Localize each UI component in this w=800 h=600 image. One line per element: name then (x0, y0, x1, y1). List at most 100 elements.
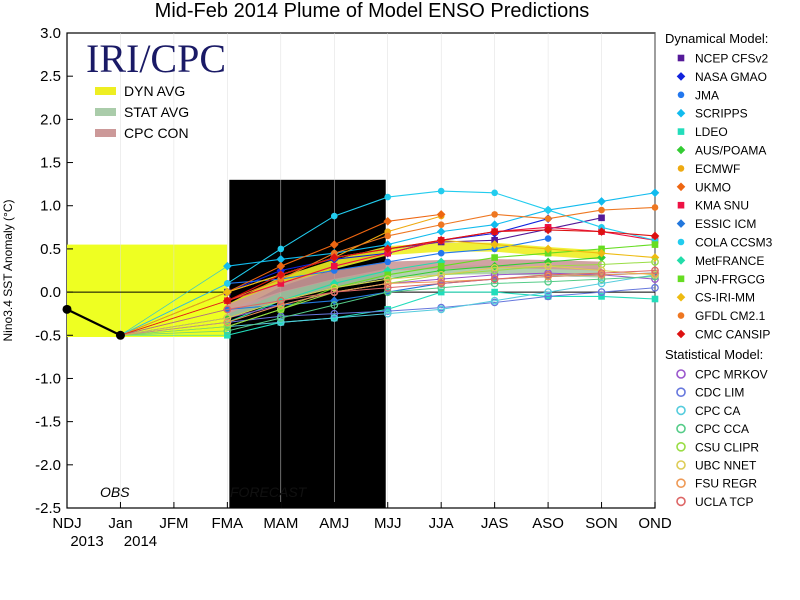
legend-label: ESSIC ICM (695, 217, 756, 231)
data-point-cs-iri-mm (223, 287, 232, 297)
data-point-ldeo (491, 288, 498, 296)
legend-label: UCLA TCP (695, 495, 753, 509)
series-link-ubc-nnet (120, 317, 228, 336)
data-point-ubc-nnet (597, 266, 606, 275)
legend-label: ECMWF (695, 162, 740, 176)
legend-swatch-essic-icm (676, 219, 686, 228)
data-point-jma (384, 258, 392, 266)
legend-swatch-ucla-tcp (676, 496, 686, 507)
data-point-csu-clipr (223, 322, 232, 331)
legend-swatch-gfdl-cm2-1 (677, 312, 685, 319)
legend-swatch-ecmwf (677, 165, 685, 172)
data-point-cmc-cansip (223, 296, 232, 306)
obs-label: OBS (100, 484, 130, 500)
data-point-scripps (650, 188, 660, 198)
series-line-stat-avg (225, 265, 602, 318)
x-tick-label: MJJ (374, 515, 402, 532)
data-point-ubc-nnet (223, 314, 232, 322)
legend-label: CPC CCA (695, 422, 749, 436)
data-point-jpn-frgcg (651, 241, 659, 248)
legend-label: JMA (695, 88, 719, 102)
data-point-cs-iri-mm (490, 240, 499, 249)
data-point-cola-ccsm3 (491, 189, 498, 197)
data-point-ubc-nnet (330, 283, 339, 292)
series-line-fsu-regr (227, 272, 656, 323)
legend-label: CMC CANSIP (695, 328, 770, 342)
legend-label: CSU CLIPR (695, 440, 759, 454)
data-point-ucla-tcp (651, 266, 659, 275)
data-point-cpc-ca (597, 279, 606, 288)
series-line-cpc-con (225, 259, 602, 314)
x-tick-label: Jan (108, 515, 132, 532)
data-point-scripps (223, 261, 232, 271)
data-point-ucla-tcp (330, 288, 339, 296)
data-point-ukmo (276, 261, 286, 271)
data-point-cpc-cca (383, 288, 392, 296)
data-point-fsu-regr (276, 301, 285, 309)
legend-swatch-ukmo (676, 182, 686, 192)
data-point-jpn-frgcg (544, 249, 552, 257)
data-point-gfdl-cm2-1 (598, 206, 605, 214)
data-point-cola-ccsm3 (277, 245, 285, 253)
data-point-ucla-tcp (544, 270, 552, 279)
data-point-cmc-cansip (276, 270, 286, 280)
x-tick-label: JJA (429, 515, 454, 532)
data-point-cdc-lim (330, 309, 339, 318)
legend-label: MetFRANCE (695, 254, 764, 268)
legend-swatch-cola-ccsm3 (677, 238, 685, 246)
series-link-ucla-tcp (120, 308, 228, 336)
observed-line (66, 308, 121, 337)
data-point-gfdl-cm2-1 (437, 221, 445, 229)
neutral-band (67, 244, 228, 337)
legend-label: SCRIPPS (695, 107, 748, 121)
data-point-scripps (276, 254, 286, 264)
brand-logo: IRI/CPC (86, 36, 226, 81)
data-point-csu-clipr (276, 305, 285, 314)
data-point-cola-ccsm3 (384, 193, 392, 201)
legend-swatch-fsu-regr (676, 478, 686, 489)
data-point-scripps (383, 240, 393, 249)
data-point-jpn-frgcg (598, 245, 605, 253)
legend-label: COLA CCSM3 (695, 236, 773, 250)
data-point-cpc-ca (544, 288, 552, 296)
forecast-box (229, 179, 386, 508)
data-point-jpn-frgcg (384, 271, 392, 279)
legend-swatch-cpc-ca (676, 405, 686, 416)
observed-point (62, 304, 72, 314)
data-point-cdc-lim (544, 292, 552, 301)
legend-swatch-cmc-cansip (676, 329, 686, 339)
data-point-jma (544, 235, 552, 242)
legend-label: STAT AVG (124, 104, 189, 120)
data-point-gfdl-cm2-1 (277, 275, 285, 283)
data-point-ukmo (383, 216, 393, 226)
x-tick-label: AMJ (319, 515, 349, 532)
data-point-ucla-tcp (276, 296, 285, 305)
data-point-gfdl-cm2-1 (384, 232, 392, 240)
axes: 3.0 2.5 2.0 1.5 1.0 0.5 0.0 -0.5 -1.0 -1.5 -2.0 -2.… (1, 25, 672, 550)
data-point-essic-icm (329, 296, 339, 306)
data-point-cpc-cca (223, 327, 232, 335)
data-point-csu-clipr (490, 266, 499, 275)
legend-label: GFDL CM2.1 (695, 309, 766, 323)
data-point-cola-ccsm3 (598, 224, 605, 231)
plot-area: IRI/CPC DYN AVG STAT AVG CPC CON OBS FORECAST (62, 32, 660, 509)
data-point-gfdl-cm2-1 (544, 215, 552, 222)
data-point-scripps (597, 197, 606, 206)
data-point-gfdl-cm2-1 (491, 211, 498, 218)
legend-label: FSU REGR (695, 477, 757, 491)
legend-label: CPC CA (695, 404, 740, 418)
legend-label: CS-IRI-MM (695, 291, 755, 305)
data-point-scripps (436, 227, 446, 236)
data-point-cpc-ca (437, 305, 446, 314)
legend-label: UKMO (695, 180, 731, 194)
legend-swatch-scripps (676, 108, 686, 118)
data-point-ldeo (598, 293, 605, 300)
x-year-label: 2014 (124, 533, 157, 550)
data-point-cmc-cansip (597, 227, 606, 236)
legend-swatch-cs-iri-mm (676, 292, 686, 302)
legend-label: CPC CON (124, 125, 189, 141)
data-point-cmc-cansip (650, 231, 660, 241)
data-point-fsu-regr (383, 279, 392, 288)
legend-label: KMA SNU (695, 199, 749, 213)
legend: Dynamical Model: NCEP CFSv2 NASA GMAO JMA SC… (665, 31, 773, 509)
